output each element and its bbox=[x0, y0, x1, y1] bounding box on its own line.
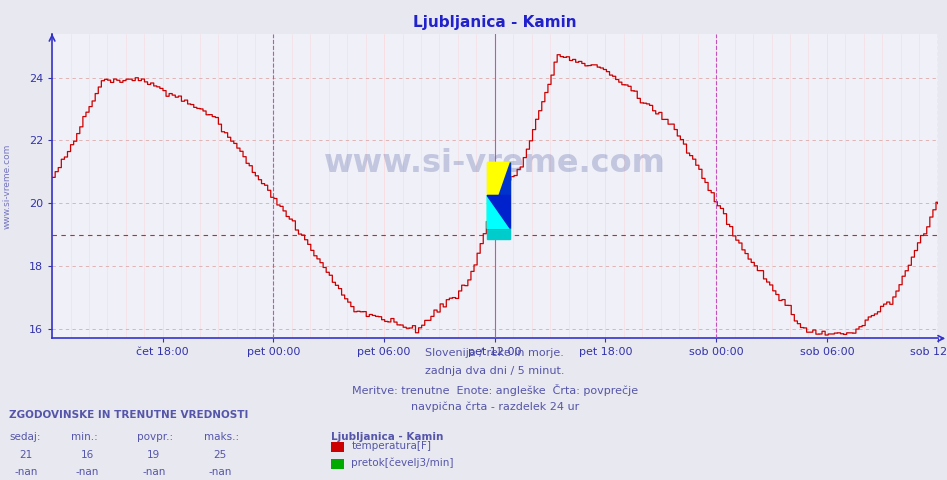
Text: 19: 19 bbox=[147, 450, 160, 460]
Text: 25: 25 bbox=[213, 450, 226, 460]
Text: zadnja dva dni / 5 minut.: zadnja dva dni / 5 minut. bbox=[425, 366, 564, 376]
Text: temperatura[F]: temperatura[F] bbox=[351, 441, 431, 451]
Text: www.si-vreme.com: www.si-vreme.com bbox=[3, 144, 12, 228]
Polygon shape bbox=[487, 195, 510, 228]
Text: sedaj:: sedaj: bbox=[9, 432, 41, 442]
Text: pretok[čevelj3/min]: pretok[čevelj3/min] bbox=[351, 458, 454, 468]
Text: Slovenija / reke in morje.: Slovenija / reke in morje. bbox=[425, 348, 564, 358]
Text: povpr.:: povpr.: bbox=[137, 432, 173, 442]
Text: maks.:: maks.: bbox=[204, 432, 239, 442]
Text: -nan: -nan bbox=[76, 467, 99, 477]
Polygon shape bbox=[487, 195, 510, 228]
Bar bbox=[487, 162, 510, 195]
Text: ZGODOVINSKE IN TRENUTNE VREDNOSTI: ZGODOVINSKE IN TRENUTNE VREDNOSTI bbox=[9, 410, 249, 420]
Text: Meritve: trenutne  Enote: angleške  Črta: povprečje: Meritve: trenutne Enote: angleške Črta: … bbox=[351, 384, 638, 396]
Text: -nan: -nan bbox=[14, 467, 38, 477]
Bar bbox=[487, 228, 510, 240]
Text: 21: 21 bbox=[19, 450, 32, 460]
Polygon shape bbox=[487, 162, 510, 228]
Text: min.:: min.: bbox=[71, 432, 98, 442]
Title: Ljubljanica - Kamin: Ljubljanica - Kamin bbox=[413, 15, 577, 30]
Text: -nan: -nan bbox=[142, 467, 166, 477]
Text: navpična črta - razdelek 24 ur: navpična črta - razdelek 24 ur bbox=[411, 402, 579, 412]
Polygon shape bbox=[487, 162, 510, 228]
Text: -nan: -nan bbox=[208, 467, 232, 477]
Text: www.si-vreme.com: www.si-vreme.com bbox=[324, 148, 666, 179]
Text: Ljubljanica - Kamin: Ljubljanica - Kamin bbox=[331, 432, 444, 442]
Text: 16: 16 bbox=[80, 450, 94, 460]
Polygon shape bbox=[487, 162, 510, 228]
